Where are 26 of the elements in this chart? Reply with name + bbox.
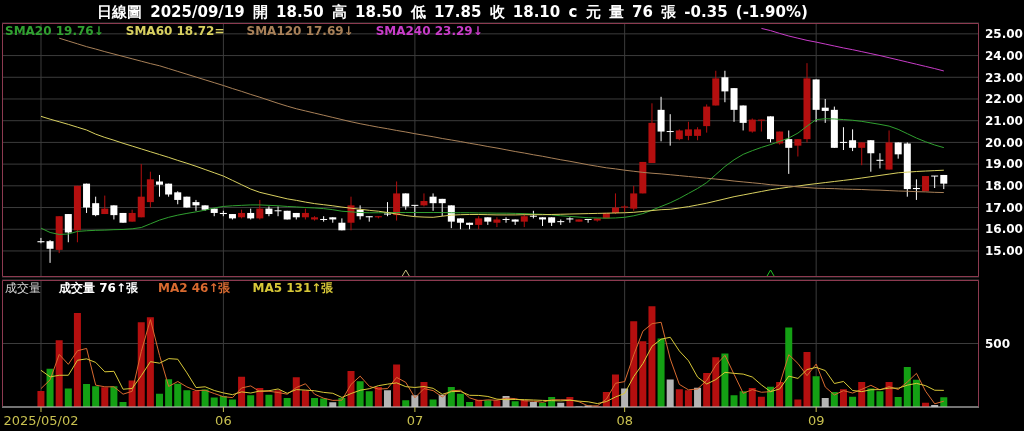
y-tick-label: 21.00: [985, 113, 1023, 128]
y-tick-label: 15.00: [985, 244, 1023, 259]
y-tick-label: 19.00: [985, 157, 1023, 172]
text: MA5 131↑張: [252, 281, 334, 295]
chart-title: 成交量: [5, 281, 41, 295]
y-tick-label: 24.00: [985, 48, 1023, 63]
text: SMA60 18.72=: [125, 24, 225, 38]
y-tick-label: 20.00: [985, 135, 1023, 150]
x-tick-label: 2025/05/02: [3, 413, 79, 428]
annotation: 成交量 76↑張: [59, 281, 138, 295]
y-tick-label: 25.00: [985, 27, 1023, 42]
y-tick-label: 18.00: [985, 179, 1023, 194]
text: SMA20 19.76↓: [5, 24, 104, 38]
text: SMA240 23.29↓: [375, 24, 483, 38]
x-tick-label: 08: [616, 413, 633, 428]
chart-title: 日線圖 2025/09/19 開 18.50 高 18.50 低 17.85 收 18.10 c 元 量 76 張 -0.35 (-1.90%): [97, 3, 808, 21]
x-tick-label: 06: [215, 413, 232, 428]
y-tick-label: 17.00: [985, 200, 1023, 215]
y-tick-label: 16.00: [985, 222, 1023, 237]
x-tick-label: 07: [406, 413, 424, 428]
y-tick-label: 23.00: [985, 70, 1023, 85]
x-tick-label: 09: [807, 413, 825, 428]
text: MA2 46↑張: [157, 281, 231, 295]
y-tick-label: 22.00: [985, 92, 1023, 107]
text: SMA120 17.69↓: [246, 24, 354, 38]
y-tick-label: 500: [985, 336, 1011, 351]
